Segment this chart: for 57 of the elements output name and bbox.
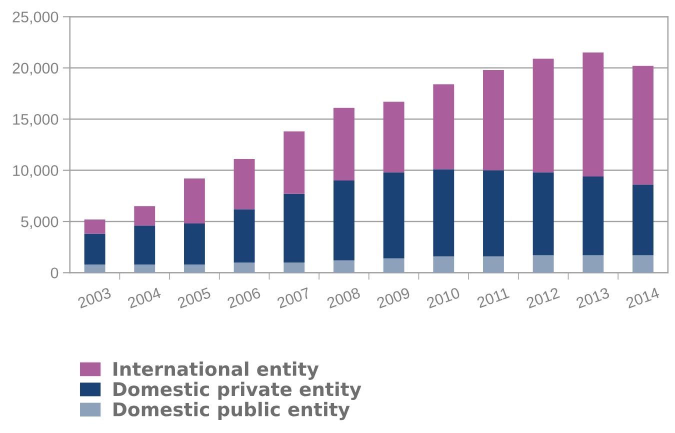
bar <box>582 255 604 273</box>
legend-label: International entity <box>114 362 319 380</box>
bar <box>334 180 354 260</box>
y-tick-label: 10,000 <box>13 165 58 178</box>
bar <box>134 264 156 273</box>
legend-label: Domestic private entity <box>114 382 362 400</box>
bar <box>582 52 604 176</box>
bar <box>134 226 156 265</box>
bar <box>234 209 255 262</box>
bar <box>383 102 404 172</box>
bar <box>632 66 654 185</box>
bar <box>184 178 205 224</box>
bar <box>84 264 106 273</box>
bar <box>433 169 454 256</box>
x-tick-label: 2011 <box>476 287 510 308</box>
bar <box>632 184 654 256</box>
bar <box>284 131 305 194</box>
x-tick-label: 2006 <box>226 287 262 308</box>
bar <box>84 219 106 234</box>
bar <box>483 256 504 273</box>
bar <box>334 108 354 181</box>
bar <box>532 255 554 273</box>
bar <box>234 262 255 273</box>
x-tick-label: 2007 <box>276 287 311 308</box>
x-tick-label: 2010 <box>426 287 460 308</box>
x-tick-label: 2004 <box>127 287 162 308</box>
y-tick-label: 15,000 <box>13 114 58 127</box>
bar <box>532 58 554 172</box>
bar <box>483 170 504 256</box>
x-tick-label: 2013 <box>576 287 610 308</box>
bar <box>383 172 404 258</box>
bar <box>134 206 156 226</box>
bar <box>184 264 205 273</box>
x-tick-label: 2012 <box>526 287 560 308</box>
bar <box>184 224 205 265</box>
bar <box>84 234 106 265</box>
x-tick-label: 2008 <box>326 287 361 308</box>
bar <box>632 255 654 273</box>
bar <box>234 159 255 210</box>
bar <box>334 260 354 273</box>
x-tick-label: 2009 <box>376 287 410 308</box>
x-tick-label: 2014 <box>625 287 660 308</box>
bar <box>284 262 305 273</box>
bar <box>532 172 554 256</box>
bar <box>284 194 305 262</box>
y-tick-label: 0 <box>50 268 58 278</box>
bar <box>483 70 504 170</box>
legend-label: Domestic public entity <box>114 402 350 420</box>
bar <box>582 176 604 256</box>
bar <box>433 84 454 170</box>
bar <box>383 258 404 273</box>
x-tick-label: 2003 <box>77 287 112 308</box>
bar <box>433 256 454 273</box>
x-tick-label: 2005 <box>176 287 212 308</box>
y-tick-label: 5,000 <box>21 216 58 229</box>
y-tick-label: 20,000 <box>12 62 58 76</box>
y-tick-label: 25,000 <box>12 12 58 24</box>
